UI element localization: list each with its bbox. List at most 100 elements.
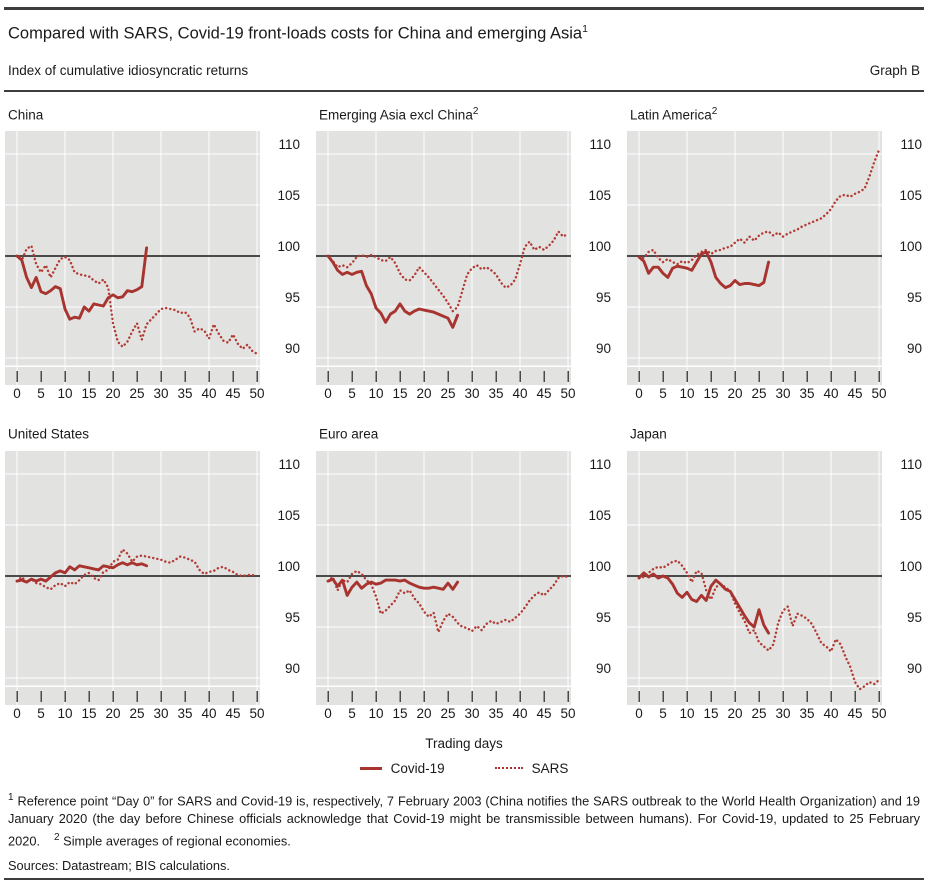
x-tick-label: 35: [177, 705, 193, 721]
x-tick-label: 10: [57, 386, 73, 401]
footnote-2-marker: 2: [54, 831, 60, 843]
y-tick-label: 105: [588, 188, 611, 203]
footnote-1-marker: 1: [8, 791, 14, 803]
plot-area-euro-area: [316, 450, 571, 705]
x-tick-label: 25: [440, 386, 456, 401]
x-tick-label: 45: [536, 386, 552, 401]
y-tick-label: 95: [595, 609, 611, 625]
bottom-rule: [4, 877, 924, 880]
x-tick-label: 50: [560, 386, 576, 401]
x-tick-label: 25: [751, 386, 767, 401]
x-tick-label: 15: [392, 705, 408, 721]
plot-wrap: 110 105 100 95 90: [627, 131, 922, 385]
x-tick-label: 50: [871, 386, 887, 401]
panel-latin-america: Latin America2 110 105 100 95 90 0 5 10 15 20 25 3…: [627, 92, 922, 408]
x-tick-label: 10: [368, 705, 384, 721]
header-rule: [4, 89, 924, 92]
x-tick-label: 50: [249, 705, 265, 721]
page-title: Compared with SARS, Covid-19 front-loads…: [8, 23, 920, 44]
x-tick-label: 45: [536, 705, 552, 721]
panel-china: China 110 105 100 95 90 0 5 10 15 20 25 30 35 40 45 50: [5, 92, 300, 408]
x-tick-label: 30: [153, 386, 169, 401]
panel-united-states: United States 110 105 100 95 90 0 5 10 15 20 25 30…: [5, 411, 300, 727]
x-tick-label: 5: [659, 705, 667, 721]
legend-label: Covid-19: [390, 760, 445, 776]
x-tick-label: 35: [799, 386, 815, 401]
panel-title-text: Japan: [630, 426, 667, 442]
panel-grid: China 110 105 100 95 90 0 5 10 15 20 25 30 35 40 45 50…: [0, 92, 928, 727]
y-tick-label: 105: [277, 507, 300, 523]
plot-wrap: 110 105 100 95 90: [316, 450, 611, 705]
plot-wrap: 110 105 100 95 90: [627, 450, 922, 705]
x-tick-label: 20: [105, 705, 121, 721]
x-tick-label: 5: [348, 705, 356, 721]
panel-title: Emerging Asia excl China2: [316, 103, 611, 124]
x-tick-label: 25: [751, 705, 767, 721]
panel-title-footnote-marker: 2: [472, 105, 479, 117]
x-axis-labels: 0 5 10 15 20 25 30 35 40 45 50: [5, 385, 264, 407]
y-tick-label: 110: [278, 137, 300, 152]
page-title-footnote-marker: 1: [582, 23, 588, 35]
y-tick-label: 95: [906, 290, 922, 305]
panel-title-text: Emerging Asia excl China: [319, 107, 473, 122]
panel-japan: Japan 110 105 100 95 90 0 5 10 15 20 25 30 35 40 45 50: [627, 411, 922, 727]
y-tick-label: 100: [899, 239, 922, 254]
x-tick-label: 10: [57, 705, 73, 721]
x-tick-label: 35: [799, 705, 815, 721]
x-tick-label: 0: [13, 386, 21, 401]
x-axis-labels: 0 5 10 15 20 25 30 35 40 45 50: [5, 705, 265, 727]
x-tick-label: 50: [871, 705, 887, 721]
y-tick-label: 100: [588, 239, 611, 254]
x-tick-label: 20: [416, 705, 432, 721]
x-tick-label: 25: [440, 705, 456, 721]
y-tick-label: 90: [284, 341, 300, 356]
y-tick-label: 95: [595, 290, 611, 305]
y-axis-labels: 110 105 100 95 90: [571, 131, 611, 385]
legend-label: SARS: [531, 760, 569, 776]
y-tick-label: 110: [900, 137, 922, 152]
x-tick-label: 0: [635, 386, 643, 401]
y-tick-label: 95: [284, 290, 300, 305]
x-tick-label: 0: [13, 705, 21, 721]
plot-area-united-states: [5, 450, 260, 705]
panel-title: United States: [5, 422, 300, 443]
x-tick-label: 45: [847, 705, 863, 721]
x-tick-label: 35: [488, 705, 504, 721]
y-tick-label: 105: [899, 188, 922, 203]
y-tick-label: 105: [588, 507, 611, 523]
x-tick-label: 40: [512, 705, 528, 721]
x-tick-label: 10: [679, 705, 695, 721]
y-tick-label: 105: [277, 188, 300, 203]
subtitle: Index of cumulative idiosyncratic return…: [8, 62, 249, 78]
sources-line: Sources: Datastream; BIS calculations.: [8, 857, 230, 873]
y-axis-labels: 110 105 100 95 90: [260, 131, 300, 385]
y-tick-label: 100: [277, 239, 300, 254]
x-tick-label: 50: [560, 705, 576, 721]
legend-item-sars: SARS: [494, 760, 569, 776]
panel-title-text: Latin America: [630, 107, 712, 122]
x-tick-label: 0: [324, 386, 332, 401]
x-tick-label: 0: [324, 705, 332, 721]
y-tick-label: 110: [589, 137, 611, 152]
graph-label: Graph B: [869, 62, 920, 78]
panel-title: Japan: [627, 422, 922, 443]
panel-emerging-asia: Emerging Asia excl China2 110 105 100 95 90 …: [316, 92, 611, 408]
x-tick-label: 15: [81, 386, 97, 401]
x-tick-label: 15: [81, 705, 97, 721]
legend-item-covid: Covid-19: [359, 760, 445, 776]
x-tick-label: 15: [703, 386, 719, 401]
x-tick-label: 25: [129, 705, 145, 721]
y-tick-label: 90: [595, 341, 611, 356]
x-axis-title: Trading days: [425, 735, 503, 751]
x-tick-label: 15: [392, 386, 408, 401]
y-tick-label: 90: [284, 660, 300, 676]
x-tick-label: 40: [512, 386, 528, 401]
x-tick-label: 5: [37, 386, 45, 401]
x-tick-label: 15: [703, 705, 719, 721]
plot-area-emerging-asia: [316, 131, 571, 385]
y-tick-label: 105: [899, 507, 922, 523]
sars-dotted-swatch-icon: [494, 767, 523, 769]
x-tick-label: 30: [775, 386, 791, 401]
panel-euro-area: Euro area 110 105 100 95 90 0 5 10 15 20 25 30 35 40…: [316, 411, 611, 727]
